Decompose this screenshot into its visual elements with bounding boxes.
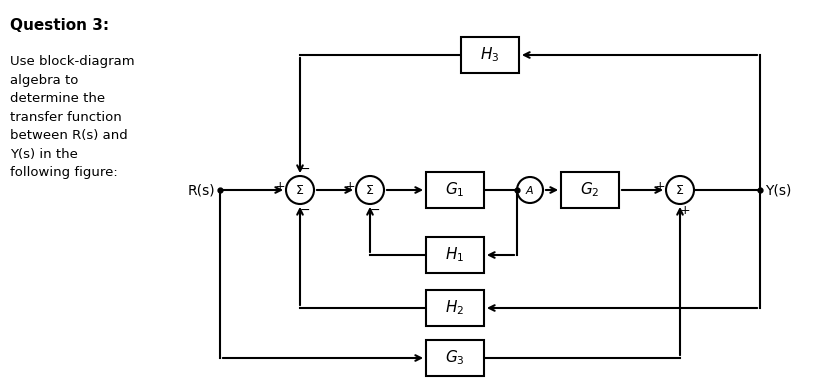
Text: Question 3:: Question 3: <box>10 18 109 33</box>
Text: Use block-diagram
algebra to
determine the
transfer function
between R(s) and
Y(: Use block-diagram algebra to determine t… <box>10 55 134 179</box>
Circle shape <box>666 176 694 204</box>
Text: $G_1$: $G_1$ <box>445 181 465 199</box>
Bar <box>426 237 484 273</box>
Text: +: + <box>274 179 285 192</box>
Bar <box>561 172 619 208</box>
Text: +: + <box>344 179 355 192</box>
Circle shape <box>517 177 543 203</box>
Text: +: + <box>680 204 691 216</box>
Text: $\Sigma$: $\Sigma$ <box>296 184 305 196</box>
Circle shape <box>286 176 314 204</box>
Bar <box>426 172 484 208</box>
Text: +: + <box>655 179 665 192</box>
Bar <box>461 37 519 73</box>
Text: $G_2$: $G_2$ <box>580 181 600 199</box>
Text: R(s): R(s) <box>187 183 215 197</box>
Text: Y(s): Y(s) <box>765 183 791 197</box>
Text: $\Sigma$: $\Sigma$ <box>676 184 685 196</box>
Bar <box>426 340 484 376</box>
Bar <box>426 290 484 326</box>
Text: $H_1$: $H_1$ <box>446 246 465 264</box>
Text: −: − <box>300 204 311 216</box>
Circle shape <box>356 176 384 204</box>
Text: $H_2$: $H_2$ <box>446 299 465 317</box>
Text: −: − <box>370 204 380 216</box>
Text: $G_3$: $G_3$ <box>445 349 465 367</box>
Text: −: − <box>300 162 311 176</box>
Text: $\Sigma$: $\Sigma$ <box>365 184 375 196</box>
Text: $H_3$: $H_3$ <box>480 46 499 64</box>
Text: $A$: $A$ <box>525 184 535 196</box>
